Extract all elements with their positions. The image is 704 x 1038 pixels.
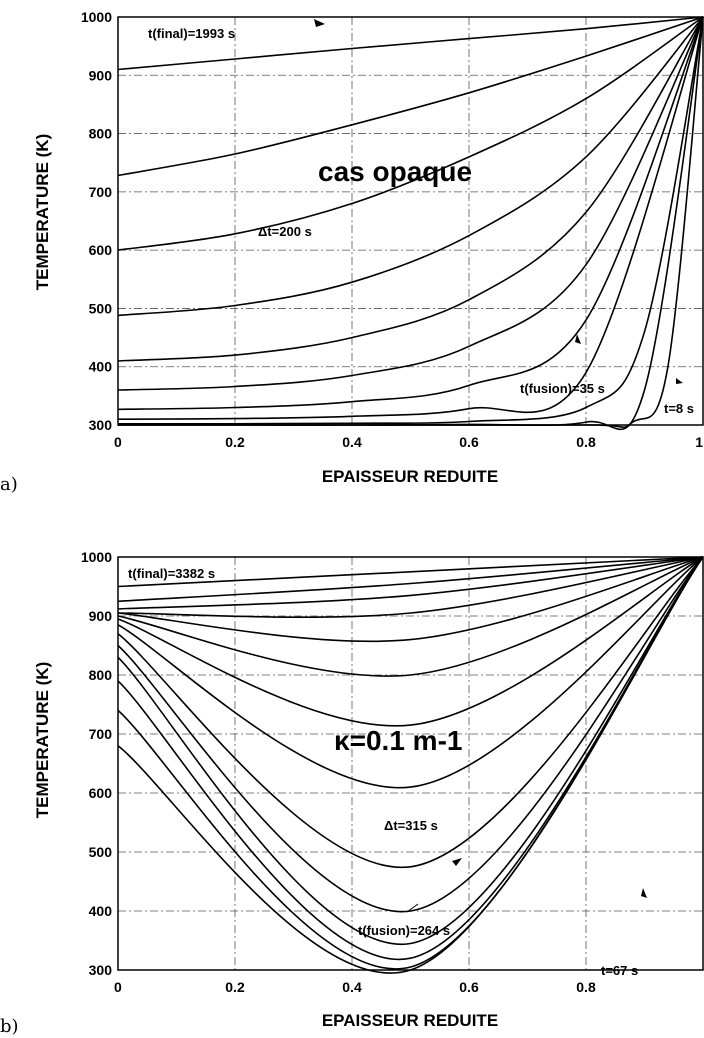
x-tick-label-a-0.4: 0.4: [342, 434, 362, 450]
series-line-a-3: [117, 16, 704, 251]
annotation-title-a: cas opaque: [318, 156, 472, 187]
y-tick-label-a-1000: 1000: [81, 9, 112, 25]
y-tick-label-b-700: 700: [89, 726, 113, 742]
series-line-b-5: [117, 556, 704, 643]
x-tick-label-b-0: 0: [114, 979, 122, 995]
arrow-marker-b-2: [641, 888, 647, 898]
y-tick-label-b-900: 900: [89, 608, 113, 624]
x-tick-label-b-0.8: 0.8: [576, 979, 596, 995]
arrow-marker-a-2: [575, 334, 581, 344]
y-tick-label-b-600: 600: [89, 785, 113, 801]
y-tick-label-b-1000: 1000: [81, 549, 112, 565]
x-tick-label-a-0.8: 0.8: [576, 434, 596, 450]
series-line-b-2: [117, 556, 704, 603]
y-tick-label-a-800: 800: [89, 126, 113, 142]
plot-frame-b: [117, 556, 704, 971]
series-line-b-8: [117, 556, 704, 789]
x-tick-label-b-0.2: 0.2: [225, 979, 245, 995]
annotation-t-min-a: t=8 s: [664, 401, 694, 416]
panel-b: 300 400 500 600 700 800 900 1000 0 0.2 0.4 0.6 0.8 E…: [0, 549, 704, 1037]
y-tick-label-b-500: 500: [89, 844, 113, 860]
arrow-marker-b-1: [452, 858, 462, 866]
x-axis-label-a: EPAISSEUR REDUITE: [322, 467, 498, 486]
series-line-a-9: [117, 16, 704, 425]
series-line-b-1: [117, 556, 704, 588]
series-line-a-5: [117, 16, 704, 362]
y-axis-label-b: TEMPERATURE (K): [33, 662, 52, 818]
series-line-b-4: [117, 556, 704, 618]
y-axis-label-a: TEMPERATURE (K): [33, 134, 52, 290]
y-tick-label-a-300: 300: [89, 417, 113, 433]
y-tick-label-b-400: 400: [89, 903, 113, 919]
annotation-title-b: κ=0.1 m-1: [334, 725, 462, 756]
series-line-a-8: [117, 16, 704, 420]
y-tick-label-a-700: 700: [89, 184, 113, 200]
y-tick-label-a-600: 600: [89, 242, 113, 258]
annotation-t-final-b: t(final)=3382 s: [128, 566, 215, 581]
y-tick-label-a-900: 900: [89, 67, 113, 83]
x-axis-label-b: EPAISSEUR REDUITE: [322, 1011, 498, 1030]
series-line-b-3: [117, 556, 704, 610]
series-line-b-7: [117, 556, 704, 727]
series-line-b-6: [117, 556, 704, 677]
leader-line-b: [406, 903, 419, 913]
panel-label-a: a): [0, 474, 18, 495]
annotation-delta-t-a: Δt=200 s: [258, 224, 312, 239]
series-line-b-10: [117, 556, 704, 913]
y-tick-label-b-800: 800: [89, 667, 113, 683]
series-line-a-7: [117, 16, 704, 411]
series-line-a-2: [117, 16, 704, 177]
annotation-t-min-b: t=67 s: [601, 963, 638, 978]
series-line-a-4: [117, 16, 704, 317]
y-tick-label-b-300: 300: [89, 962, 113, 978]
arrow-marker-a-3: [676, 378, 683, 384]
annotation-t-fusion-b: t(fusion)=264 s: [358, 923, 450, 938]
panel-label-b: b): [0, 1016, 19, 1037]
series-line-b-11: [117, 556, 704, 945]
annotation-t-fusion-a: t(fusion)=35 s: [520, 381, 605, 396]
plot-frame-a: [117, 16, 704, 426]
x-tick-label-a-0: 0: [114, 434, 122, 450]
x-tick-label-a-0.2: 0.2: [225, 434, 245, 450]
series-line-b-14: [117, 556, 704, 974]
arrow-marker-a-1: [314, 19, 325, 27]
annotation-delta-t-b: Δt=315 s: [384, 818, 438, 833]
y-tick-label-a-500: 500: [89, 300, 113, 316]
series-line-a-6: [117, 16, 704, 391]
x-tick-label-a-1: 1: [695, 434, 703, 450]
series-line-a-1: [117, 16, 704, 71]
series-line-b-9: [117, 556, 704, 868]
series-line-b-12: [117, 556, 704, 961]
x-tick-label-b-0.6: 0.6: [459, 979, 479, 995]
y-tick-label-a-400: 400: [89, 359, 113, 375]
x-tick-label-a-0.6: 0.6: [459, 434, 479, 450]
x-tick-label-b-0.4: 0.4: [342, 979, 362, 995]
annotation-t-final-a: t(final)=1993 s: [148, 26, 235, 41]
